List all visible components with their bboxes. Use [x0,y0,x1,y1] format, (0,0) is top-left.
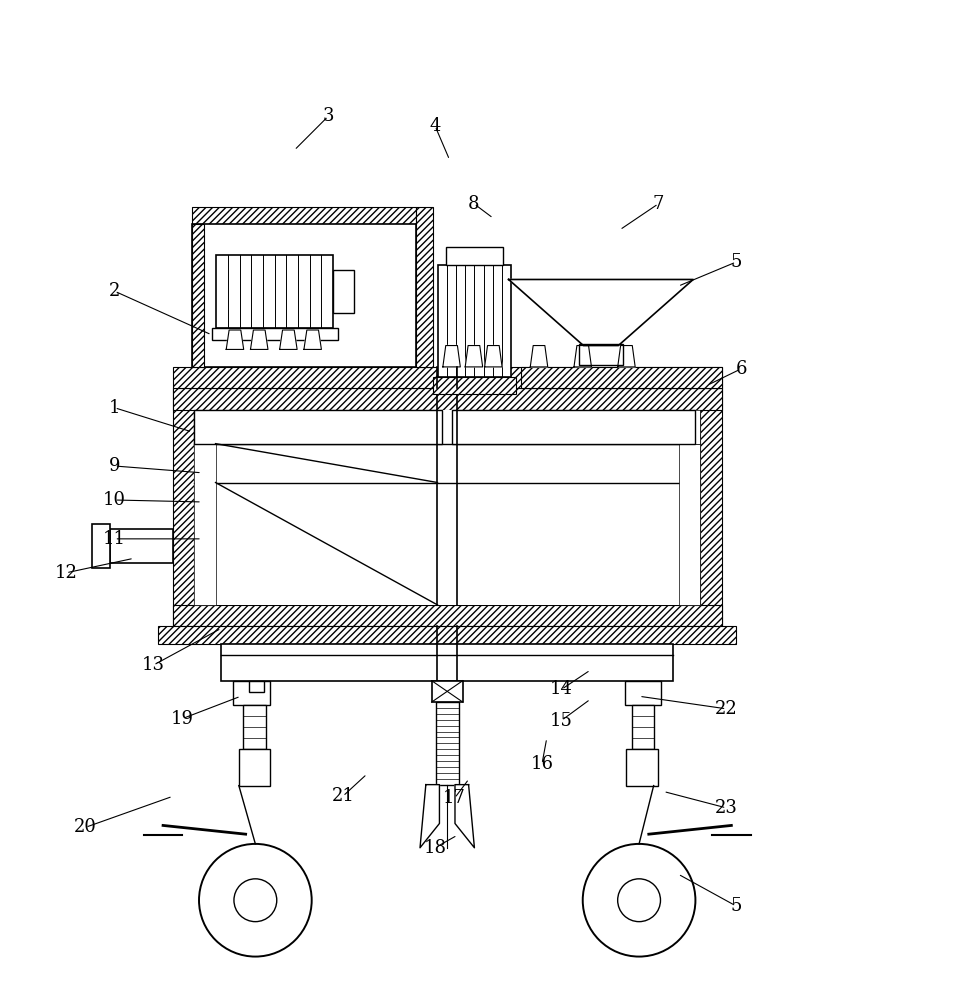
Text: 5: 5 [731,897,742,915]
Text: 23: 23 [715,799,738,817]
Text: 19: 19 [171,710,194,728]
Bar [624,681,661,705]
Bar [242,705,266,749]
Polygon shape [617,346,635,367]
Bar [333,270,355,313]
Polygon shape [227,330,243,349]
Polygon shape [455,785,475,848]
Bar [173,605,722,626]
Bar [415,207,433,367]
Polygon shape [443,346,460,367]
Text: 17: 17 [443,789,466,807]
Bar [679,444,701,605]
Bar [212,328,338,340]
Text: 21: 21 [331,787,355,805]
Text: 2: 2 [108,282,120,300]
Bar [433,377,516,394]
Text: 6: 6 [736,360,746,378]
Text: 3: 3 [322,107,334,125]
Text: 12: 12 [55,564,77,582]
Text: 13: 13 [142,656,165,674]
Bar [222,644,673,681]
Text: 11: 11 [103,530,126,548]
Bar [194,410,216,444]
Bar [194,410,701,605]
Bar [679,410,701,444]
Bar [626,749,658,786]
Bar [109,529,173,563]
Bar [701,388,722,626]
Bar [578,344,623,365]
Polygon shape [304,330,321,349]
Polygon shape [465,346,483,367]
Bar [173,388,194,626]
Text: 20: 20 [74,818,97,836]
Polygon shape [531,346,548,367]
Text: 15: 15 [550,712,573,730]
Polygon shape [250,330,268,349]
Bar [521,367,722,388]
Polygon shape [420,785,440,848]
Bar [438,265,511,377]
Bar [436,702,459,785]
Bar [92,524,109,568]
Bar [233,681,270,705]
Text: 4: 4 [429,117,441,135]
Bar [194,410,443,444]
Text: 1: 1 [108,399,120,417]
Bar [194,444,216,605]
Polygon shape [485,346,502,367]
Bar [192,207,415,224]
Text: 18: 18 [424,839,446,857]
Text: 7: 7 [653,195,664,213]
Bar [192,224,204,367]
Bar [192,224,415,367]
Text: 10: 10 [103,491,126,509]
Polygon shape [279,330,297,349]
Bar [446,247,503,265]
Polygon shape [573,346,591,367]
Polygon shape [509,279,694,346]
Text: 14: 14 [550,680,573,698]
Bar [173,367,722,388]
Bar [248,681,264,692]
Text: 5: 5 [731,253,742,271]
Text: 22: 22 [715,700,738,718]
Bar [432,681,463,702]
Bar [452,410,696,444]
Text: 8: 8 [468,195,480,213]
Bar [158,626,737,644]
Text: 9: 9 [108,457,120,475]
Bar [217,255,333,328]
Text: 16: 16 [531,755,553,773]
Bar [238,749,270,786]
Bar [632,705,654,749]
Bar [173,388,722,410]
